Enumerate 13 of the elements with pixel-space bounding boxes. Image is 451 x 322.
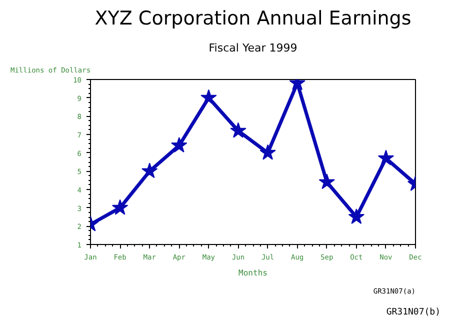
point <box>318 174 335 190</box>
point <box>260 144 276 160</box>
point <box>378 150 394 166</box>
point <box>230 122 246 138</box>
point <box>141 162 158 178</box>
text: GR31N07(b) <box>386 308 441 318</box>
point <box>112 199 128 215</box>
point <box>200 89 217 105</box>
point <box>171 137 188 152</box>
chart-title: XYZ Corporation Annual Earnings <box>94 8 412 30</box>
chart-subtitle: Fiscal Year 1999 <box>208 42 298 54</box>
x-axis-title: Months <box>238 268 268 278</box>
point <box>348 208 365 224</box>
